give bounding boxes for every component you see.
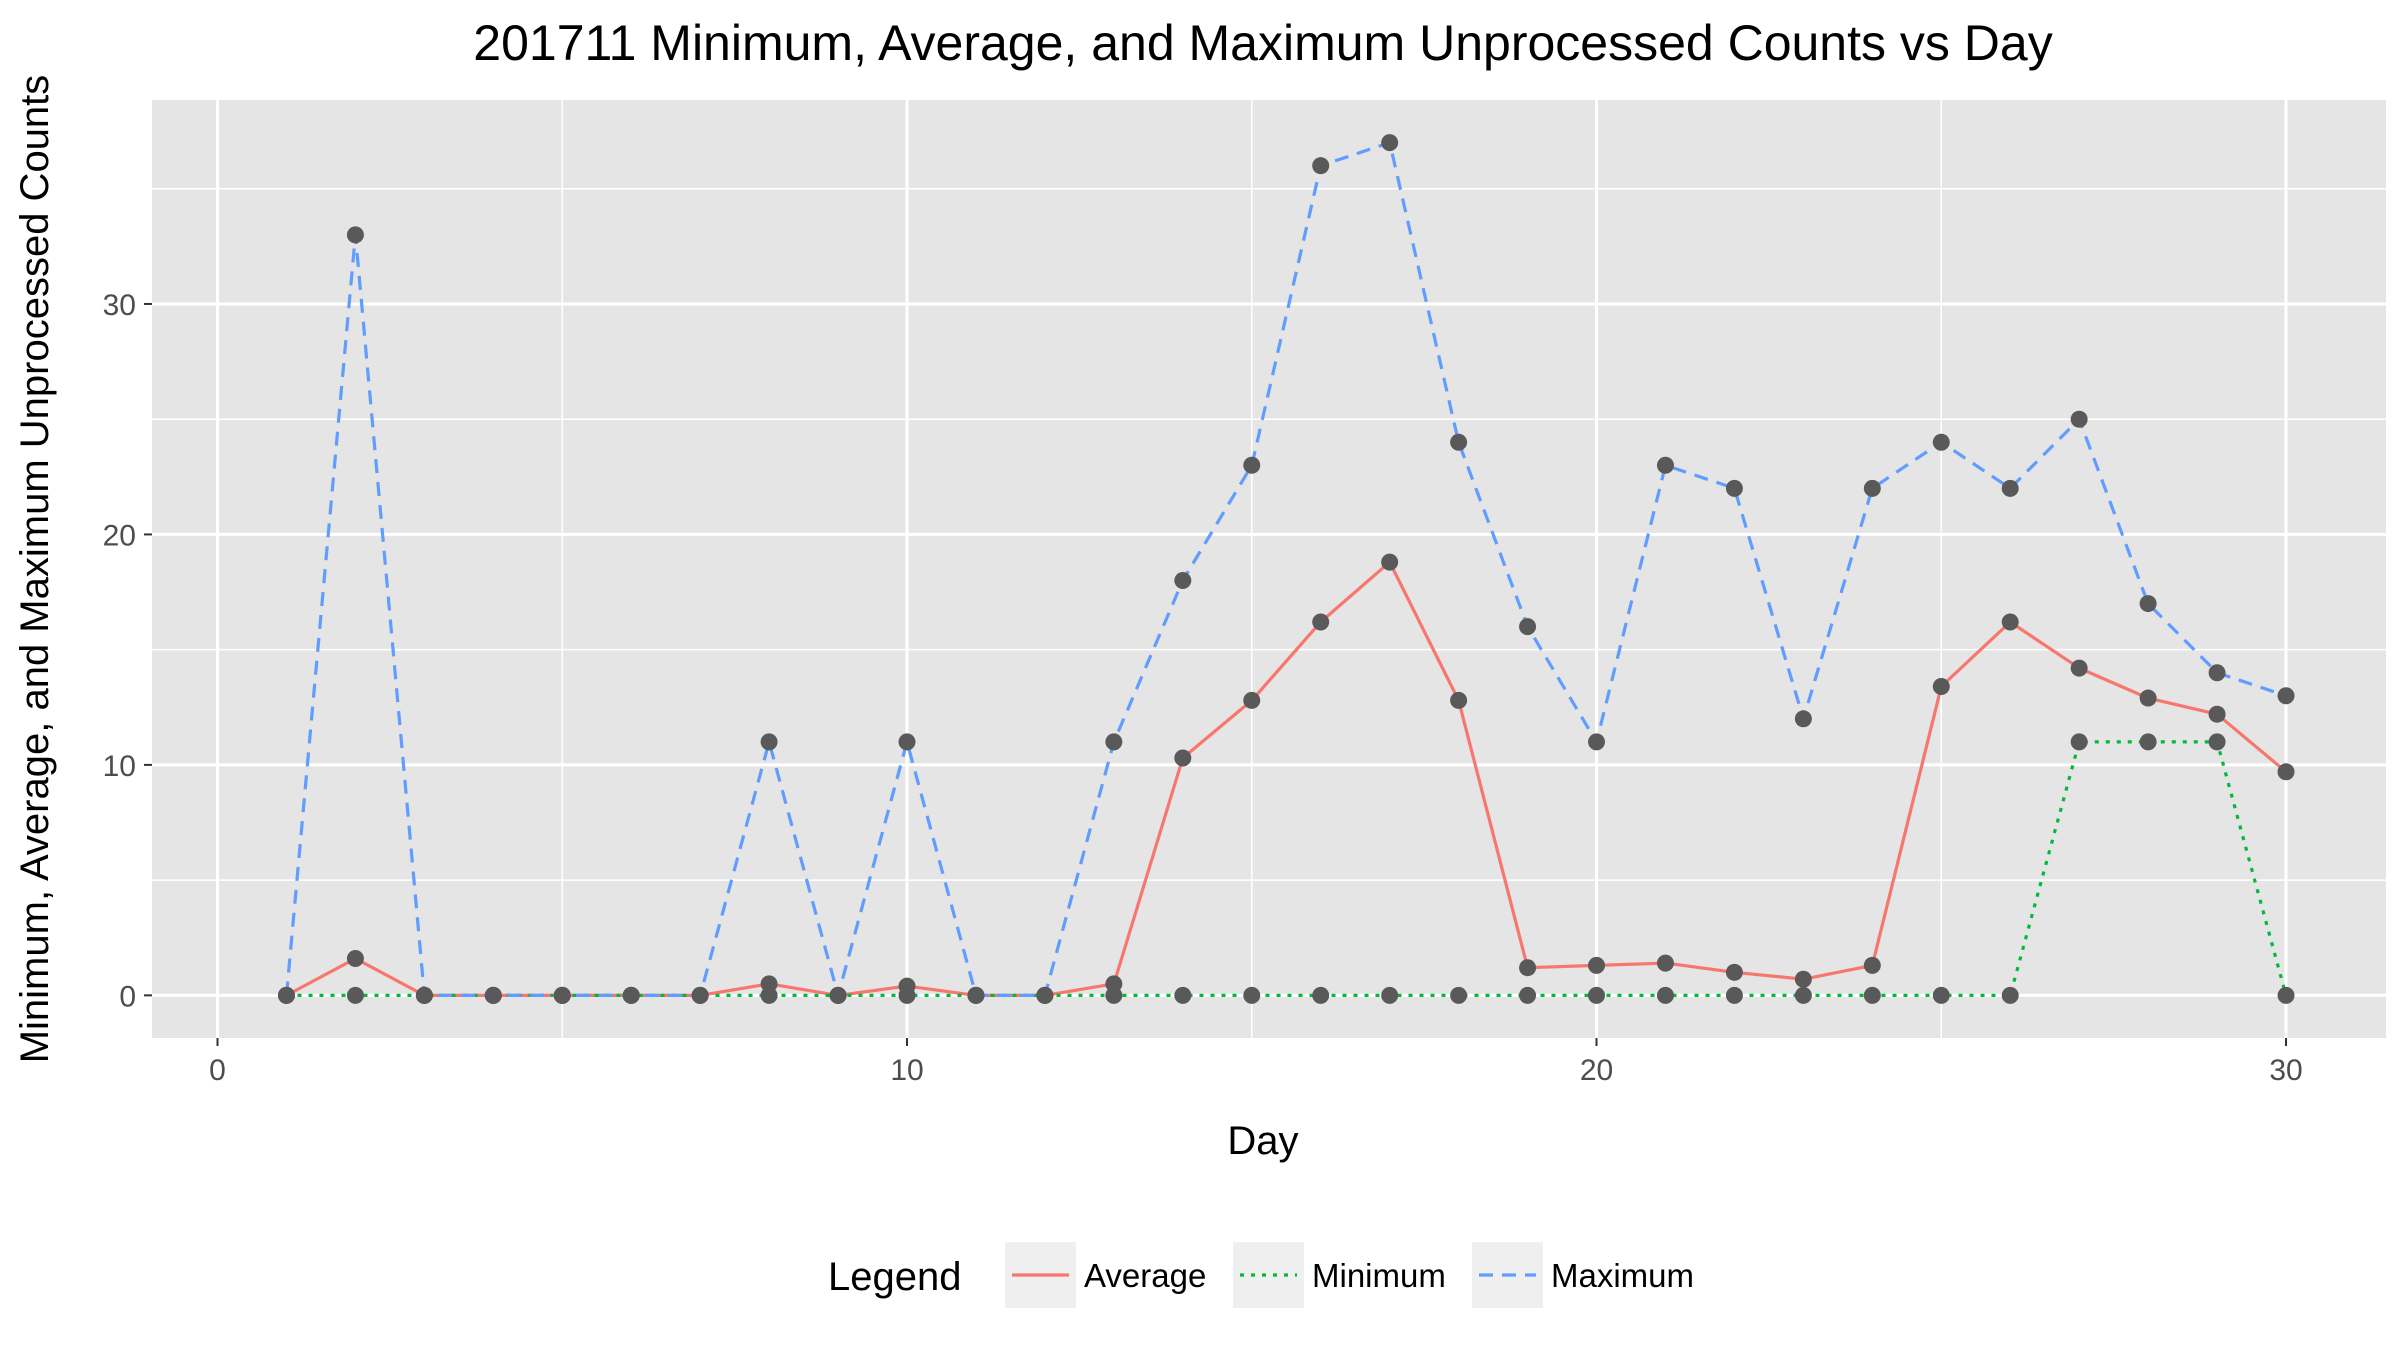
data-point-average bbox=[2070, 659, 2088, 677]
y-tick-label: 30 bbox=[103, 289, 136, 322]
series-group bbox=[284, 141, 2288, 998]
data-point-average bbox=[2208, 705, 2226, 723]
data-point-maximum bbox=[1519, 618, 1537, 636]
data-point-maximum bbox=[1794, 710, 1812, 728]
y-tick-label: 10 bbox=[103, 750, 136, 783]
data-point-maximum bbox=[691, 986, 709, 1004]
data-point-average bbox=[1381, 553, 1399, 571]
data-point-average bbox=[1725, 963, 1743, 981]
legend-label-minimum: Minimum bbox=[1312, 1257, 1446, 1294]
axis-ticks: 0 10 20 30 0 10 20 30 bbox=[103, 289, 2303, 1087]
data-point-minimum bbox=[2001, 986, 2019, 1004]
data-point-average bbox=[346, 949, 364, 967]
data-point-maximum bbox=[829, 986, 847, 1004]
y-axis-title: Minimum, Average, and Maximum Unprocesse… bbox=[13, 75, 57, 1064]
x-tick-label: 10 bbox=[890, 1054, 923, 1087]
plot-panel bbox=[152, 100, 2386, 1038]
data-point-maximum bbox=[622, 986, 640, 1004]
legend-label-average: Average bbox=[1084, 1257, 1206, 1294]
legend: Legend Average Minimum Maximum bbox=[828, 1242, 1694, 1308]
data-point-maximum bbox=[346, 226, 364, 244]
data-point-maximum bbox=[484, 986, 502, 1004]
data-point-average bbox=[1174, 749, 1192, 767]
legend-title: Legend bbox=[828, 1255, 961, 1299]
data-point-maximum bbox=[1174, 572, 1192, 590]
data-point-average bbox=[1312, 613, 1330, 631]
data-point-minimum bbox=[1312, 986, 1330, 1004]
data-point-minimum bbox=[1174, 986, 1192, 1004]
data-point-maximum bbox=[898, 733, 916, 751]
x-tick-label: 30 bbox=[2269, 1054, 2302, 1087]
data-point-minimum bbox=[1519, 986, 1537, 1004]
data-point-maximum bbox=[1656, 456, 1674, 474]
data-point-average bbox=[1450, 691, 1468, 709]
data-point-average bbox=[1588, 956, 1606, 974]
data-point-minimum bbox=[2277, 986, 2295, 1004]
data-point-minimum bbox=[898, 986, 916, 1004]
data-point-minimum bbox=[2070, 733, 2088, 751]
data-point-maximum bbox=[1450, 433, 1468, 451]
data-point-maximum bbox=[2070, 410, 2088, 428]
series-line-minimum bbox=[286, 740, 2288, 998]
data-point-maximum bbox=[553, 986, 571, 1004]
x-tick-label: 20 bbox=[1580, 1054, 1613, 1087]
data-point-minimum bbox=[1450, 986, 1468, 1004]
data-point-maximum bbox=[1105, 733, 1123, 751]
data-point-maximum bbox=[1243, 456, 1261, 474]
data-point-minimum bbox=[1863, 986, 1881, 1004]
data-point-minimum bbox=[1243, 986, 1261, 1004]
x-tick-label: 0 bbox=[209, 1054, 226, 1087]
data-point-minimum bbox=[1381, 986, 1399, 1004]
data-point-maximum bbox=[415, 986, 433, 1004]
legend-key-minimum bbox=[1233, 1242, 1304, 1308]
data-point-average bbox=[2139, 689, 2157, 707]
data-point-minimum bbox=[1588, 986, 1606, 1004]
data-point-maximum bbox=[760, 733, 778, 751]
data-point-average bbox=[1519, 959, 1537, 977]
data-point-minimum bbox=[760, 986, 778, 1004]
data-point-maximum bbox=[1381, 134, 1399, 152]
data-point-minimum bbox=[2139, 733, 2157, 751]
x-axis-title: Day bbox=[1227, 1119, 1298, 1163]
data-point-average bbox=[1932, 678, 1950, 696]
data-point-minimum bbox=[2208, 733, 2226, 751]
y-tick-label: 0 bbox=[119, 980, 136, 1013]
data-point-maximum bbox=[2208, 664, 2226, 682]
data-point-maximum bbox=[1863, 479, 1881, 497]
data-point-maximum bbox=[1725, 479, 1743, 497]
data-point-maximum bbox=[2139, 595, 2157, 613]
data-point-average bbox=[1863, 956, 1881, 974]
legend-label-maximum: Maximum bbox=[1551, 1257, 1694, 1294]
data-point-average bbox=[2277, 763, 2295, 781]
data-point-average bbox=[1243, 691, 1261, 709]
data-point-minimum bbox=[1105, 986, 1123, 1004]
plot-background bbox=[152, 100, 2386, 1038]
data-point-average bbox=[2001, 613, 2019, 631]
data-point-maximum bbox=[2277, 687, 2295, 705]
data-point-maximum bbox=[1932, 433, 1950, 451]
data-point-minimum bbox=[1932, 986, 1950, 1004]
data-point-average bbox=[1656, 954, 1674, 972]
data-point-maximum bbox=[2001, 479, 2019, 497]
chart-title: 201711 Minimum, Average, and Maximum Unp… bbox=[473, 15, 2052, 71]
data-point-minimum bbox=[1725, 986, 1743, 1004]
data-point-maximum bbox=[1588, 733, 1606, 751]
data-point-minimum bbox=[1656, 986, 1674, 1004]
data-point-minimum bbox=[1794, 986, 1812, 1004]
data-point-maximum bbox=[967, 986, 985, 1004]
points-group bbox=[277, 134, 2295, 1004]
data-point-maximum bbox=[277, 986, 295, 1004]
data-point-maximum bbox=[1036, 986, 1054, 1004]
data-point-maximum bbox=[1312, 157, 1330, 175]
data-point-average bbox=[1794, 970, 1812, 988]
data-point-minimum bbox=[346, 986, 364, 1004]
y-tick-label: 20 bbox=[103, 519, 136, 552]
